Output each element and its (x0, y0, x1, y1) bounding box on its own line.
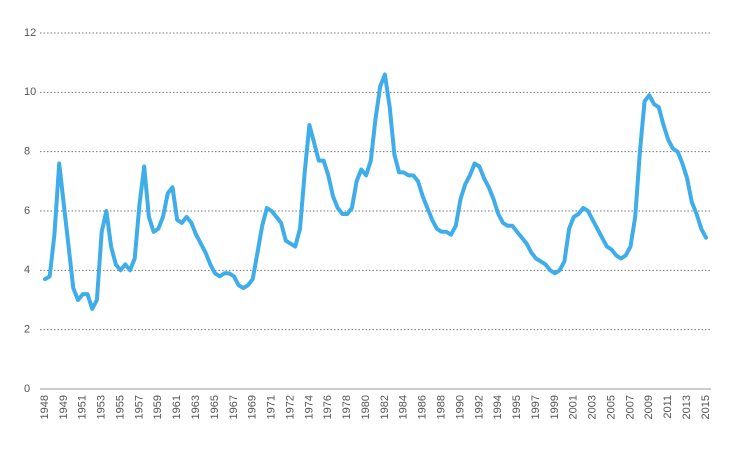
x-tick-label: 1948 (39, 395, 51, 419)
x-tick-label: 1986 (417, 395, 429, 419)
x-tick-label: 1967 (228, 395, 240, 419)
x-tick-label: 1972 (284, 395, 296, 419)
x-tick-label: 1994 (492, 395, 504, 419)
x-tick-label: 1978 (341, 395, 353, 419)
y-tick-label: 10 (24, 86, 36, 98)
x-tick-label: 2013 (681, 395, 693, 419)
y-tick-label: 2 (24, 324, 30, 336)
x-tick-label: 1999 (549, 395, 561, 419)
y-tick-label: 4 (24, 264, 30, 276)
x-tick-label: 1984 (398, 395, 410, 419)
x-tick-label: 1997 (530, 395, 542, 419)
x-tick-label: 1976 (322, 395, 334, 419)
x-tick-label: 1955 (114, 395, 126, 419)
x-tick-label: 1988 (436, 395, 448, 419)
x-tick-label: 2007 (624, 395, 636, 419)
x-tick-label: 2005 (605, 395, 617, 419)
x-tick-label: 1961 (171, 395, 183, 419)
x-tick-label: 1971 (266, 395, 278, 419)
x-tick-label: 2015 (700, 395, 712, 419)
data-line (43, 72, 708, 311)
x-tick-label: 1992 (473, 395, 485, 419)
x-tick-label: 1963 (190, 395, 202, 419)
x-tick-label: 1980 (360, 395, 372, 419)
x-tick-label: 2003 (587, 395, 599, 419)
y-tick-label: 0 (24, 383, 30, 395)
x-tick-label: 1953 (96, 395, 108, 419)
x-tick-label: 1974 (303, 395, 315, 419)
x-tick-label: 2001 (568, 395, 580, 419)
x-tick-label: 1957 (133, 395, 145, 419)
y-tick-label: 6 (24, 205, 30, 217)
x-tick-label: 2009 (643, 395, 655, 419)
x-tick-label: 1969 (247, 395, 259, 419)
x-tick-label: 1982 (379, 395, 391, 419)
x-tick-label: 1949 (58, 395, 70, 419)
x-tick-label: 1951 (77, 395, 89, 419)
y-tick-label: 8 (24, 146, 30, 158)
x-tick-label: 1959 (152, 395, 164, 419)
x-tick-label: 1995 (511, 395, 523, 419)
x-tick-label: 1965 (209, 395, 221, 419)
x-tick-label: 1990 (454, 395, 466, 419)
x-tick-label: 2011 (662, 395, 674, 419)
y-tick-label: 12 (24, 27, 36, 39)
